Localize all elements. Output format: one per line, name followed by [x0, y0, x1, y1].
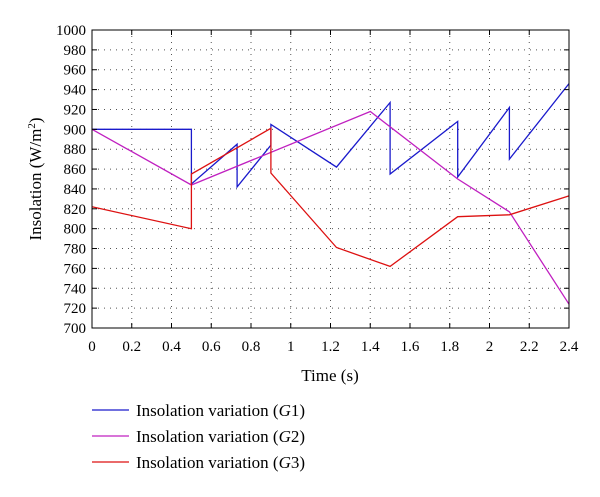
x-tick-label: 2.4 [560, 339, 579, 355]
legend-label-prefix: Insolation variation ( [136, 427, 279, 446]
legend-label-prefix: Insolation variation ( [136, 453, 279, 472]
legend-label-var: G [279, 427, 291, 446]
legend: Insolation variation (G1)Insolation vari… [92, 401, 305, 472]
plot-frame [91, 29, 570, 329]
legend-label-2: Insolation variation (G2) [136, 427, 305, 446]
x-tick-label: 1.2 [321, 339, 340, 355]
y-tick-label: 780 [64, 242, 87, 258]
y-tick-label: 720 [64, 301, 87, 317]
legend-label-var: G [279, 401, 291, 420]
y-tick-label: 820 [64, 202, 87, 218]
y-tick-label: 880 [64, 142, 87, 158]
y-tick-label: 840 [64, 182, 87, 198]
y-axis-title-sup: 2 [26, 123, 38, 129]
y-axis-title-close: ) [26, 117, 45, 123]
y-tick-label: 1000 [56, 23, 86, 39]
grid-lines [92, 30, 569, 328]
y-tick-label: 900 [64, 122, 87, 138]
series-lines [91, 83, 570, 305]
y-tick-label: 740 [64, 281, 87, 297]
legend-label-var: G [279, 453, 291, 472]
series-line-1 [92, 83, 570, 189]
y-axis-title: Insolation (W/m2) [26, 117, 45, 240]
y-tick-label: 760 [64, 261, 87, 277]
legend-label-suffix: 1) [291, 401, 305, 420]
legend-label-1: Insolation variation (G1) [136, 401, 305, 420]
y-tick-label: 800 [64, 222, 87, 238]
x-tick-label: 1.4 [361, 339, 380, 355]
legend-label-suffix: 3) [291, 453, 305, 472]
y-tick-label: 860 [64, 162, 87, 178]
y-tick-labels: 700 720 740 760 780 800 820 840 860 880 900 920 940 9… [56, 23, 86, 337]
x-tick-label: 1 [287, 339, 295, 355]
x-tick-label: 2 [486, 339, 494, 355]
series-line-2 [91, 110, 570, 305]
legend-label-suffix: 2) [291, 427, 305, 446]
legend-label-prefix: Insolation variation ( [136, 401, 279, 420]
axis-ticks [91, 29, 570, 329]
y-tick-label: 960 [64, 63, 87, 79]
y-tick-label: 920 [64, 102, 87, 118]
y-tick-label: 700 [64, 321, 87, 337]
x-tick-label: 0.6 [202, 339, 221, 355]
x-tick-label: 0.2 [122, 339, 141, 355]
x-tick-label: 0.8 [242, 339, 261, 355]
x-axis-title: Time (s) [301, 366, 358, 385]
x-tick-labels: 0 0.2 0.4 0.6 0.8 1 1.2 1.4 1.6 1.8 2 2.2 2.4 [88, 339, 579, 355]
y-tick-label: 980 [64, 43, 87, 59]
x-tick-label: 0.4 [162, 339, 181, 355]
y-tick-label: 940 [64, 83, 87, 99]
legend-label-3: Insolation variation (G3) [136, 453, 305, 472]
x-tick-label: 2.2 [520, 339, 539, 355]
x-tick-label: 1.6 [401, 339, 420, 355]
series-line-3 [91, 127, 570, 268]
y-axis-title-main: Insolation (W/m [26, 129, 45, 241]
x-tick-label: 1.8 [440, 339, 459, 355]
x-tick-label: 0 [88, 339, 96, 355]
